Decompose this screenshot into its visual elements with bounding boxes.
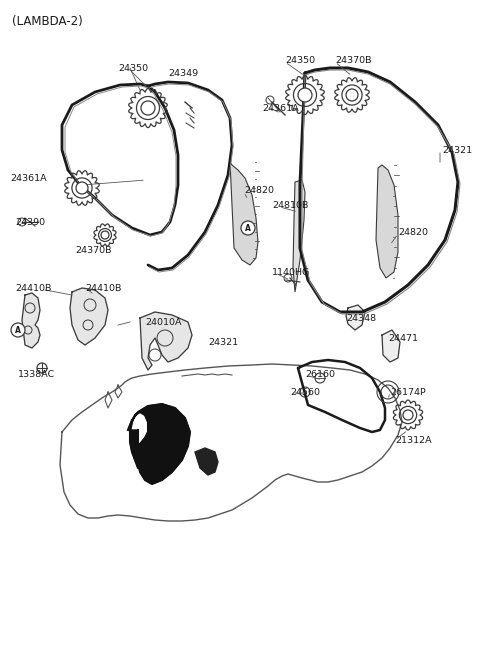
Text: A: A [245,223,251,233]
Text: 26174P: 26174P [390,388,426,396]
Text: 24820: 24820 [244,186,274,194]
Circle shape [11,323,25,337]
Circle shape [37,363,47,373]
Text: 24349: 24349 [168,68,198,78]
Text: 24820: 24820 [398,227,428,237]
Circle shape [403,410,413,420]
Text: 24321: 24321 [208,338,238,346]
Polygon shape [128,404,190,484]
Text: 1140HG: 1140HG [272,267,310,277]
Text: (LAMBDA-2): (LAMBDA-2) [12,15,83,28]
Text: A: A [15,325,21,334]
Text: 24361A: 24361A [10,174,47,182]
Circle shape [284,274,292,282]
Circle shape [18,218,26,226]
Circle shape [76,182,88,194]
Text: 21312A: 21312A [395,436,432,444]
Polygon shape [376,165,398,278]
Polygon shape [195,448,218,475]
Circle shape [101,231,109,239]
Polygon shape [22,293,40,348]
Circle shape [266,96,274,104]
Text: 24361A: 24361A [262,104,299,112]
Text: 24390: 24390 [15,217,45,227]
Polygon shape [140,312,192,370]
Circle shape [241,221,255,235]
Polygon shape [230,162,258,265]
Text: 24410B: 24410B [15,283,51,293]
Text: 24350: 24350 [118,63,148,72]
Text: 24370B: 24370B [335,55,372,65]
Text: 24410B: 24410B [85,283,121,293]
Polygon shape [346,305,365,330]
Text: 24810B: 24810B [272,201,308,209]
Circle shape [300,387,310,397]
Text: 24348: 24348 [346,313,376,323]
Text: 24321: 24321 [442,146,472,154]
Text: 24471: 24471 [388,334,418,342]
Circle shape [298,88,312,102]
Text: 26160: 26160 [305,370,335,378]
Text: 24560: 24560 [290,388,320,396]
Text: 1338AC: 1338AC [18,370,55,378]
Circle shape [141,101,155,115]
Text: 24350: 24350 [285,55,315,65]
Text: 24370B: 24370B [75,245,111,255]
Text: 24010A: 24010A [145,317,181,327]
Circle shape [315,373,325,383]
Polygon shape [70,288,108,345]
Polygon shape [293,180,305,292]
Polygon shape [382,330,400,362]
Circle shape [346,89,358,101]
